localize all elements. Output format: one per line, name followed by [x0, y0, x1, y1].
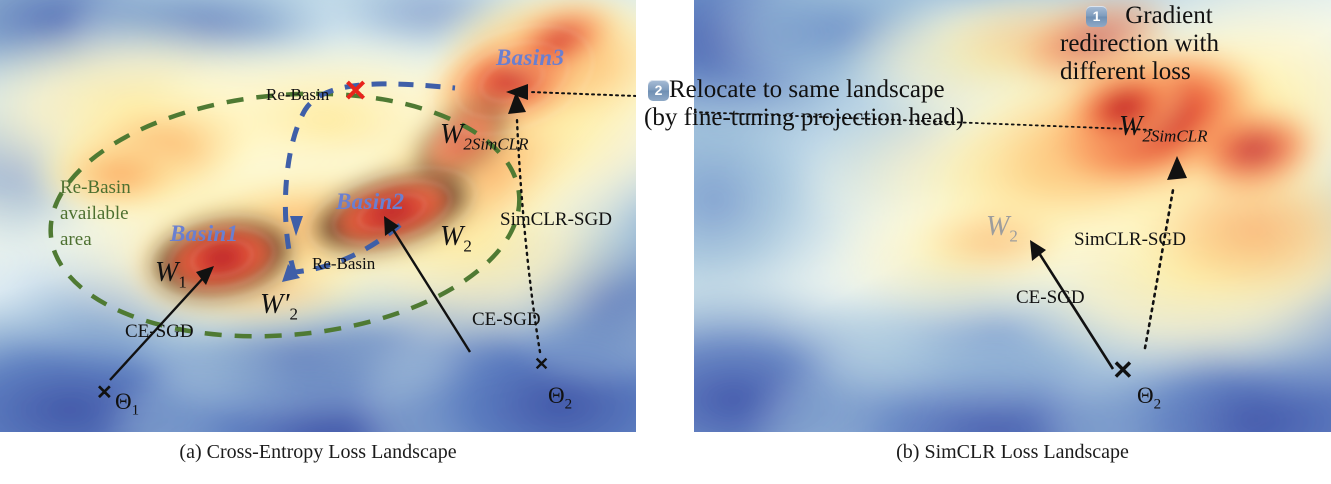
re-basin-blocked-label: Re-Basin [266, 85, 330, 104]
caption-panel-a: (a) Cross-Entropy Loss Landscape [179, 441, 457, 463]
callout-1-line1: 1 Gradient [1086, 2, 1219, 30]
callout-2-line2: (by fine-tuning projection head) [644, 104, 965, 131]
simclr-sgd-label-a: SimCLR-SGD [500, 209, 612, 230]
caption-panel-b: (b) SimCLR Loss Landscape [896, 441, 1129, 463]
panel-cross-entropy-landscape: Basin1 Basin2 Basin3 Re-Basin available … [0, 0, 636, 432]
callout-2-line1: 2 Relocate to same landscape [648, 76, 964, 104]
theta2-label-b: Θ2 [1137, 383, 1162, 413]
simclr-sgd-label-b: SimCLR-SGD [1074, 229, 1186, 250]
w2-label-b: W2 [986, 211, 1018, 246]
theta1-x-marker: ✕ [96, 382, 113, 404]
ce-sgd-label-left: CE-SGD [125, 321, 194, 342]
panel-simclr-landscape: W2 W2SimCLR SimCLR-SGD CE-SGD ✕ Θ2 [694, 0, 1331, 432]
theta2-x-marker-b: ✕ [1112, 355, 1134, 385]
re-basin-area-line1: Re-Basin [60, 177, 131, 198]
w2simclr-label-b: W2SimCLR [1119, 111, 1208, 146]
basin3-label: Basin3 [496, 45, 565, 70]
basin2-label: Basin2 [336, 189, 405, 214]
basin1-label: Basin1 [170, 221, 239, 246]
theta2-label-a: Θ2 [548, 383, 573, 413]
ce-sgd-label-right: CE-SGD [472, 309, 541, 330]
ce-sgd-label-b: CE-SGD [1016, 287, 1085, 308]
theta1-label: Θ1 [115, 389, 140, 419]
callout-2-badge: 2 [648, 80, 669, 101]
theta2-x-marker-a: ✕ [534, 354, 550, 374]
re-basin-ok-label: Re-Basin [312, 254, 376, 273]
callout-1-line2: redirection with [1060, 30, 1219, 57]
callout-1-line3: different loss [1060, 58, 1191, 85]
callout-2: 2 Relocate to same landscape (by fine-tun… [644, 76, 964, 132]
callout-1: 1 Gradient redirection with different lo… [1060, 2, 1219, 86]
w1-label: W1 [155, 257, 187, 292]
w2-prime-label: W′2 [260, 289, 298, 324]
re-basin-area-line2: available [60, 203, 129, 224]
w2simclr-label-a: W2SimCLR [440, 119, 529, 154]
callout-1-badge: 1 [1086, 6, 1107, 27]
w2-label-a: W2 [440, 221, 472, 256]
re-basin-area-line3: area [60, 229, 92, 250]
blocked-cross-icon: ✕ [343, 75, 369, 108]
